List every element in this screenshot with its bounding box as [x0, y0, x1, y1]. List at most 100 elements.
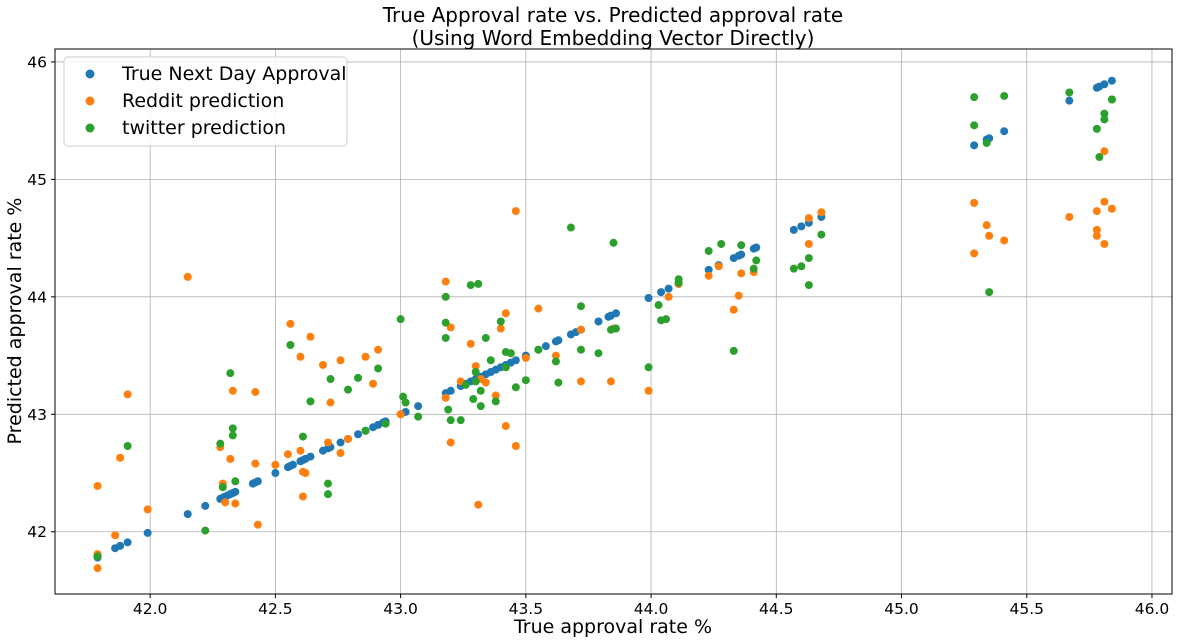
twitter-prediction-point — [306, 397, 315, 406]
reddit-prediction-point — [729, 305, 738, 314]
legend: True Next Day Approval Reddit prediction… — [63, 56, 348, 147]
true-approval-point — [271, 469, 280, 478]
true-approval-point — [657, 288, 666, 297]
legend-label-twitter: twitter prediction — [122, 117, 286, 139]
twitter-prediction-point — [506, 349, 515, 358]
twitter-prediction-point — [985, 288, 994, 297]
true-approval-point — [704, 265, 713, 274]
x-tick-label: 42.0 — [133, 600, 168, 618]
reddit-prediction-point — [369, 379, 378, 388]
reddit-prediction-point — [511, 442, 520, 451]
reddit-prediction-point — [231, 499, 240, 508]
x-tick-label: 44.5 — [759, 600, 794, 618]
twitter-prediction-point — [704, 247, 713, 256]
reddit-prediction-point — [1092, 225, 1101, 234]
reddit-prediction-point — [985, 231, 994, 240]
reddit-prediction-point — [296, 446, 305, 455]
reddit-prediction-point — [251, 459, 260, 468]
true-approval-point — [231, 487, 240, 496]
twitter-prediction-point — [1000, 91, 1009, 100]
twitter-prediction-point — [441, 318, 450, 327]
x-axis-label: True approval rate % — [513, 616, 712, 638]
reddit-prediction-point — [704, 271, 713, 280]
reddit-prediction-point — [606, 377, 615, 386]
x-tick-label: 45.5 — [1009, 600, 1044, 618]
reddit-prediction-point — [183, 272, 192, 281]
reddit-prediction-point — [1092, 231, 1101, 240]
legend-marker-twitter — [85, 123, 95, 133]
twitter-prediction-point — [471, 377, 480, 386]
reddit-prediction-point — [734, 291, 743, 300]
reddit-prediction-point — [481, 378, 490, 387]
twitter-prediction-point — [471, 368, 480, 377]
reddit-prediction-point — [576, 325, 585, 334]
reddit-prediction-point — [551, 351, 560, 360]
true-approval-point — [664, 284, 673, 293]
twitter-prediction-point — [804, 281, 813, 290]
reddit-prediction-point — [296, 352, 305, 361]
reddit-prediction-point — [251, 387, 260, 396]
twitter-prediction-point — [216, 439, 225, 448]
twitter-prediction-point — [474, 279, 483, 288]
twitter-prediction-point — [576, 302, 585, 311]
twitter-prediction-point — [286, 340, 295, 349]
legend-label-true: True Next Day Approval — [121, 63, 347, 85]
true-approval-point — [594, 317, 603, 326]
twitter-prediction-point — [982, 138, 991, 147]
reddit-prediction-point — [226, 454, 235, 463]
reddit-prediction-point — [306, 332, 315, 341]
twitter-prediction-point — [461, 380, 470, 389]
chart-subtitle: (Using Word Embedding Vector Directly) — [412, 26, 815, 50]
twitter-prediction-point — [218, 483, 227, 492]
twitter-prediction-point — [1092, 124, 1101, 133]
true-approval-point — [116, 541, 125, 550]
twitter-prediction-point — [729, 346, 738, 355]
twitter-prediction-point — [1107, 95, 1116, 104]
reddit-prediction-point — [441, 277, 450, 286]
twitter-prediction-point — [201, 526, 210, 535]
twitter-prediction-point — [674, 278, 683, 287]
twitter-prediction-point — [441, 292, 450, 301]
twitter-prediction-point — [226, 369, 235, 378]
reddit-prediction-point — [301, 469, 310, 478]
reddit-prediction-point-group — [93, 147, 1116, 573]
reddit-prediction-point — [511, 207, 520, 216]
twitter-prediction-point — [381, 419, 390, 428]
reddit-prediction-point — [326, 398, 335, 407]
true-approval-point — [511, 356, 520, 365]
twitter-prediction-point — [446, 416, 455, 425]
true-approval-point — [789, 225, 798, 234]
reddit-prediction-point — [737, 269, 746, 278]
twitter-prediction-point — [804, 254, 813, 263]
reddit-prediction-point — [970, 198, 979, 207]
true-approval-point — [336, 438, 345, 447]
twitter-prediction-point — [466, 281, 475, 290]
reddit-prediction-point — [521, 353, 530, 362]
reddit-prediction-point — [1107, 204, 1116, 213]
reddit-prediction-point — [970, 249, 979, 258]
true-approval-point — [201, 501, 210, 510]
twitter-prediction-point — [323, 490, 332, 499]
reddit-prediction-point — [534, 304, 543, 313]
twitter-prediction-point — [344, 385, 353, 394]
twitter-prediction-point — [123, 442, 132, 451]
true-approval-point — [354, 430, 363, 439]
twitter-prediction-point — [326, 375, 335, 384]
twitter-prediction-point — [737, 241, 746, 250]
reddit-prediction-point — [501, 309, 510, 318]
true-approval-point — [1100, 80, 1109, 89]
twitter-prediction-point — [662, 315, 671, 324]
reddit-prediction-point — [221, 498, 230, 507]
twitter-prediction-point — [469, 395, 478, 404]
x-tick-label: 46.0 — [1135, 600, 1170, 618]
reddit-prediction-point — [283, 450, 292, 459]
reddit-prediction-point — [474, 500, 483, 509]
true-approval-point — [644, 294, 653, 303]
twitter-prediction-point — [486, 356, 495, 365]
twitter-prediction-point — [456, 416, 465, 425]
reddit-prediction-point — [664, 292, 673, 301]
x-tick-label: 44.0 — [634, 600, 669, 618]
y-tick-label: 45 — [27, 171, 47, 189]
twitter-prediction-point — [501, 363, 510, 372]
